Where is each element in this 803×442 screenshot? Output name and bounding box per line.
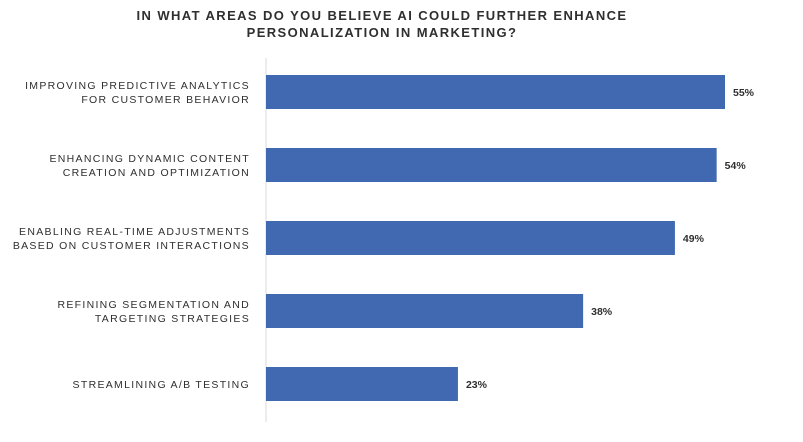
chart-title-line: IN WHAT AREAS DO YOU BELIEVE AI COULD FU…	[137, 8, 628, 23]
value-label: 23%	[466, 379, 488, 391]
value-label: 38%	[591, 306, 613, 318]
bars	[266, 75, 725, 401]
category-labels: IMPROVING PREDICTIVE ANALYTICS FOR CUSTOM…	[13, 80, 250, 391]
category-label: STREAMLINING A/B TESTING	[73, 379, 250, 391]
bar	[266, 221, 675, 255]
bar	[266, 367, 458, 401]
category-label: TARGETING STRATEGIES	[95, 313, 250, 325]
chart-title-line: PERSONALIZATION IN MARKETING?	[247, 25, 518, 40]
bar	[266, 148, 717, 182]
category-label: IMPROVING PREDICTIVE ANALYTICS	[25, 80, 250, 92]
category-label: FOR CUSTOMER BEHAVIOR	[81, 94, 250, 106]
chart-title: IN WHAT AREAS DO YOU BELIEVE AI COULD FU…	[137, 8, 628, 40]
category-label: BASED ON CUSTOMER INTERACTIONS	[13, 240, 250, 252]
bar	[266, 75, 725, 109]
category-label: ENHANCING DYNAMIC CONTENT	[49, 153, 250, 165]
category-label: CREATION AND OPTIMIZATION	[63, 167, 250, 179]
category-label: REFINING SEGMENTATION AND	[57, 299, 250, 311]
value-label: 54%	[725, 160, 747, 172]
bar	[266, 294, 584, 328]
value-labels: 55% 54% 49% 38% 23%	[466, 87, 755, 391]
value-label: 55%	[733, 87, 755, 99]
category-label: ENABLING REAL-TIME ADJUSTMENTS	[19, 226, 250, 238]
value-label: 49%	[683, 233, 705, 245]
